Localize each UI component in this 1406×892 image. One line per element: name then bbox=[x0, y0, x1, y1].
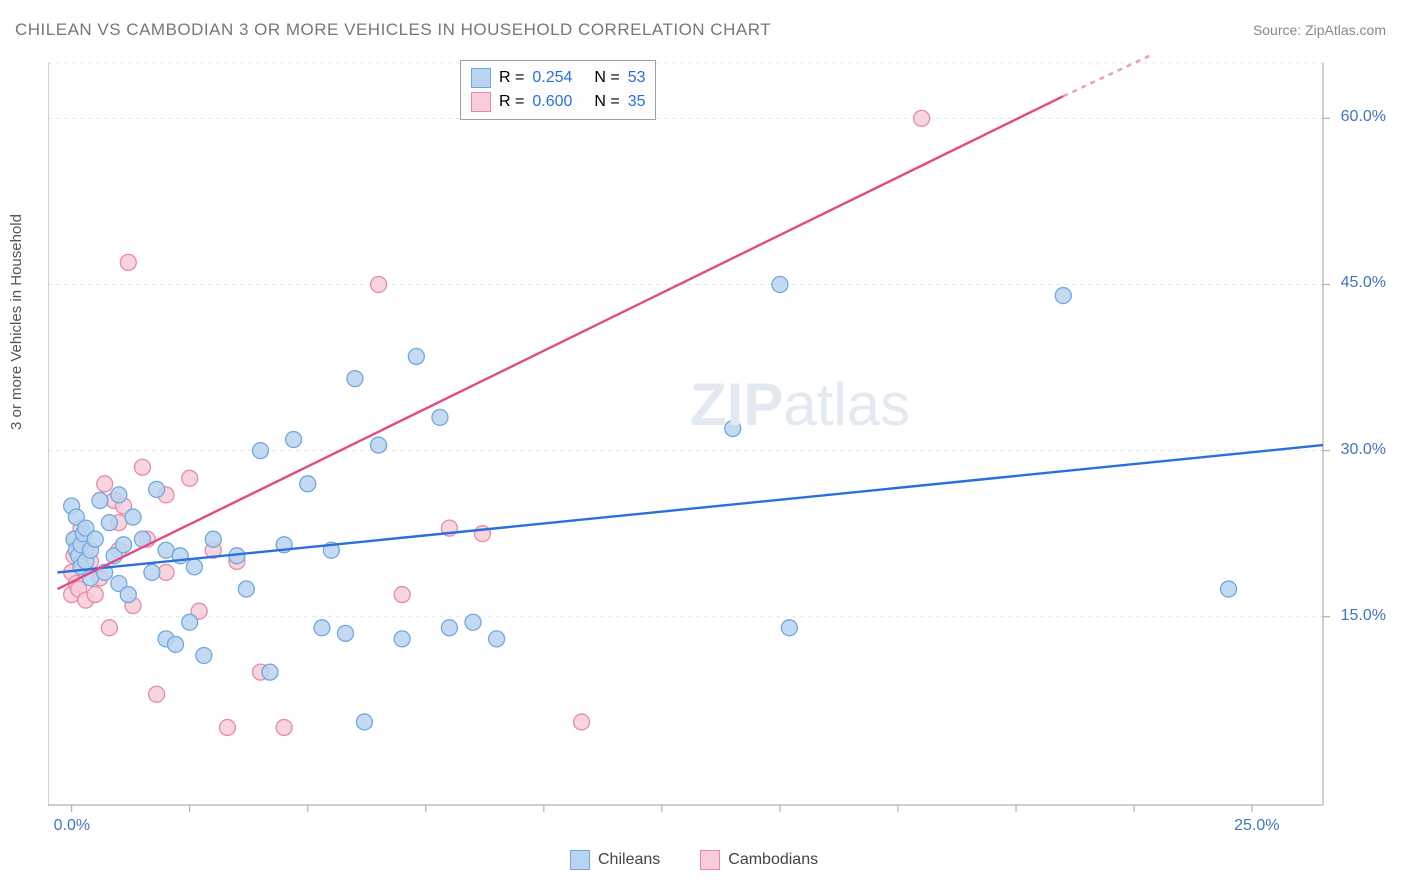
swatch-cambodians bbox=[700, 850, 720, 870]
chart-container: CHILEAN VS CAMBODIAN 3 OR MORE VEHICLES … bbox=[0, 0, 1406, 892]
x-tick-label: 25.0% bbox=[1234, 817, 1279, 835]
y-tick-label: 15.0% bbox=[1341, 607, 1386, 625]
source-label: Source: ZipAtlas.com bbox=[1253, 22, 1386, 38]
correlation-legend: R = 0.254 N = 53 R = 0.600 N = 35 bbox=[460, 60, 656, 120]
r-label: R = bbox=[499, 66, 524, 90]
scatter-plot bbox=[48, 55, 1388, 835]
legend-label: Cambodians bbox=[728, 851, 818, 869]
legend-item-chileans: Chileans bbox=[570, 850, 660, 870]
y-tick-label: 45.0% bbox=[1341, 274, 1386, 292]
swatch-chileans bbox=[570, 850, 590, 870]
swatch-cambodians bbox=[471, 92, 491, 112]
series-legend: Chileans Cambodians bbox=[570, 850, 818, 870]
legend-row-chileans: R = 0.254 N = 53 bbox=[471, 66, 645, 90]
legend-label: Chileans bbox=[598, 851, 660, 869]
r-value: 0.254 bbox=[532, 66, 586, 90]
r-value: 0.600 bbox=[532, 90, 586, 114]
legend-row-cambodians: R = 0.600 N = 35 bbox=[471, 90, 645, 114]
n-value: 35 bbox=[628, 90, 646, 114]
n-value: 53 bbox=[628, 66, 646, 90]
x-tick-label: 0.0% bbox=[54, 817, 90, 835]
chart-title: CHILEAN VS CAMBODIAN 3 OR MORE VEHICLES … bbox=[15, 20, 771, 40]
n-label: N = bbox=[594, 66, 619, 90]
legend-item-cambodians: Cambodians bbox=[700, 850, 818, 870]
r-label: R = bbox=[499, 90, 524, 114]
y-tick-label: 60.0% bbox=[1341, 108, 1386, 126]
swatch-chileans bbox=[471, 68, 491, 88]
y-tick-label: 30.0% bbox=[1341, 441, 1386, 459]
y-axis-label: 3 or more Vehicles in Household bbox=[8, 214, 25, 430]
n-label: N = bbox=[594, 90, 619, 114]
